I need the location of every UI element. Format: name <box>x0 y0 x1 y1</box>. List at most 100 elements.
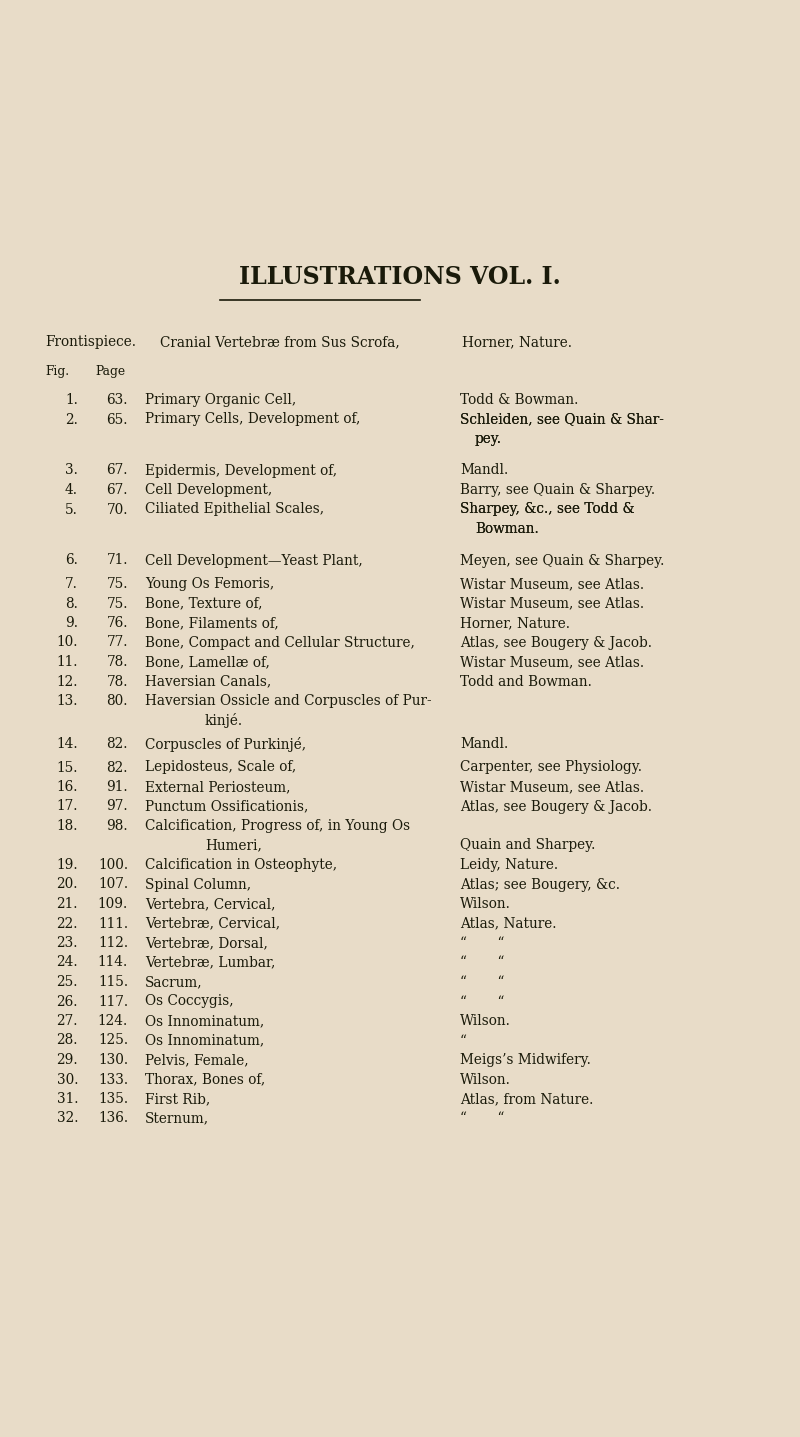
Text: Wistar Museum, see Atlas.: Wistar Museum, see Atlas. <box>460 655 644 670</box>
Text: 13.: 13. <box>57 694 78 708</box>
Text: Bone, Lamellæ of,: Bone, Lamellæ of, <box>145 655 270 670</box>
Text: Pelvis, Female,: Pelvis, Female, <box>145 1053 249 1068</box>
Text: Spinal Column,: Spinal Column, <box>145 878 251 891</box>
Text: 21.: 21. <box>57 897 78 911</box>
Text: pey.: pey. <box>475 433 502 445</box>
Text: 5.: 5. <box>65 503 78 516</box>
Text: 4.: 4. <box>65 483 78 497</box>
Text: Mandl.: Mandl. <box>460 737 508 752</box>
Text: Horner, Nature.: Horner, Nature. <box>462 335 572 349</box>
Text: Os Coccygis,: Os Coccygis, <box>145 994 234 1009</box>
Text: Os Innominatum,: Os Innominatum, <box>145 1033 264 1048</box>
Text: Bone, Texture of,: Bone, Texture of, <box>145 596 262 611</box>
Text: External Periosteum,: External Periosteum, <box>145 780 290 795</box>
Text: Punctum Ossificationis,: Punctum Ossificationis, <box>145 799 308 813</box>
Text: 9.: 9. <box>65 616 78 629</box>
Text: pey.: pey. <box>475 433 502 445</box>
Text: 14.: 14. <box>56 737 78 752</box>
Text: Vertebræ, Lumbar,: Vertebræ, Lumbar, <box>145 956 275 970</box>
Text: 97.: 97. <box>106 799 128 813</box>
Text: 10.: 10. <box>57 635 78 650</box>
Text: 23.: 23. <box>57 935 78 950</box>
Text: Bone, Filaments of,: Bone, Filaments of, <box>145 616 278 629</box>
Text: Primary Cells, Development of,: Primary Cells, Development of, <box>145 412 360 427</box>
Text: 71.: 71. <box>106 553 128 568</box>
Text: 78.: 78. <box>106 655 128 670</box>
Text: 11.: 11. <box>57 655 78 670</box>
Text: Sharpey, &c., see Todd &: Sharpey, &c., see Todd & <box>460 503 634 516</box>
Text: Vertebræ, Dorsal,: Vertebræ, Dorsal, <box>145 935 268 950</box>
Text: 107.: 107. <box>98 878 128 891</box>
Text: 70.: 70. <box>106 503 128 516</box>
Text: 19.: 19. <box>56 858 78 872</box>
Text: Carpenter, see Physiology.: Carpenter, see Physiology. <box>460 760 642 775</box>
Text: 15.: 15. <box>57 760 78 775</box>
Text: 25.: 25. <box>57 974 78 989</box>
Text: 112.: 112. <box>98 935 128 950</box>
Text: 12.: 12. <box>57 674 78 688</box>
Text: 7.: 7. <box>65 578 78 591</box>
Text: Calcification in Osteophyte,: Calcification in Osteophyte, <box>145 858 337 872</box>
Text: Meigs’s Midwifery.: Meigs’s Midwifery. <box>460 1053 591 1068</box>
Text: Cell Development,: Cell Development, <box>145 483 272 497</box>
Text: Cell Development—Yeast Plant,: Cell Development—Yeast Plant, <box>145 553 362 568</box>
Text: Bone, Compact and Cellular Structure,: Bone, Compact and Cellular Structure, <box>145 635 415 650</box>
Text: Mandl.: Mandl. <box>460 464 508 477</box>
Text: Atlas; see Bougery, &c.: Atlas; see Bougery, &c. <box>460 878 620 891</box>
Text: 31.: 31. <box>57 1092 78 1106</box>
Text: 3.: 3. <box>65 464 78 477</box>
Text: “       “: “ “ <box>460 974 504 989</box>
Text: 1.: 1. <box>65 392 78 407</box>
Text: Wistar Museum, see Atlas.: Wistar Museum, see Atlas. <box>460 780 644 795</box>
Text: “       “: “ “ <box>460 994 504 1009</box>
Text: 117.: 117. <box>98 994 128 1009</box>
Text: 124.: 124. <box>98 1015 128 1027</box>
Text: Atlas, from Nature.: Atlas, from Nature. <box>460 1092 594 1106</box>
Text: Wilson.: Wilson. <box>460 1072 511 1086</box>
Text: 20.: 20. <box>57 878 78 891</box>
Text: Leidy, Nature.: Leidy, Nature. <box>460 858 558 872</box>
Text: Cranial Vertebræ from Sus Scrofa,: Cranial Vertebræ from Sus Scrofa, <box>160 335 400 349</box>
Text: 82.: 82. <box>106 737 128 752</box>
Text: 80.: 80. <box>106 694 128 708</box>
Text: Haversian Canals,: Haversian Canals, <box>145 674 271 688</box>
Text: Fig.: Fig. <box>45 365 69 378</box>
Text: Sacrum,: Sacrum, <box>145 974 202 989</box>
Text: 76.: 76. <box>106 616 128 629</box>
Text: Sternum,: Sternum, <box>145 1111 209 1125</box>
Text: 98.: 98. <box>106 819 128 833</box>
Text: 2.: 2. <box>65 412 78 427</box>
Text: 27.: 27. <box>57 1015 78 1027</box>
Text: Ciliated Epithelial Scales,: Ciliated Epithelial Scales, <box>145 503 324 516</box>
Text: Atlas, see Bougery & Jacob.: Atlas, see Bougery & Jacob. <box>460 799 652 813</box>
Text: Os Innominatum,: Os Innominatum, <box>145 1015 264 1027</box>
Text: “: “ <box>460 1033 467 1048</box>
Text: 78.: 78. <box>106 674 128 688</box>
Text: 130.: 130. <box>98 1053 128 1068</box>
Text: “       “: “ “ <box>460 956 504 970</box>
Text: Wilson.: Wilson. <box>460 897 511 911</box>
Text: Wistar Museum, see Atlas.: Wistar Museum, see Atlas. <box>460 596 644 611</box>
Text: Horner, Nature.: Horner, Nature. <box>460 616 570 629</box>
Text: First Rib,: First Rib, <box>145 1092 210 1106</box>
Text: 24.: 24. <box>56 956 78 970</box>
Text: 91.: 91. <box>106 780 128 795</box>
Text: 6.: 6. <box>65 553 78 568</box>
Text: Atlas, see Bougery & Jacob.: Atlas, see Bougery & Jacob. <box>460 635 652 650</box>
Text: 135.: 135. <box>98 1092 128 1106</box>
Text: Quain and Sharpey.: Quain and Sharpey. <box>460 839 595 852</box>
Text: 22.: 22. <box>57 917 78 931</box>
Text: kinjé.: kinjé. <box>205 714 243 729</box>
Text: Vertebræ, Cervical,: Vertebræ, Cervical, <box>145 917 280 931</box>
Text: Schleiden, see Quain & Shar-: Schleiden, see Quain & Shar- <box>460 412 664 427</box>
Text: 109.: 109. <box>98 897 128 911</box>
Text: 115.: 115. <box>98 974 128 989</box>
Text: 136.: 136. <box>98 1111 128 1125</box>
Text: 65.: 65. <box>106 412 128 427</box>
Text: Primary Organic Cell,: Primary Organic Cell, <box>145 392 296 407</box>
Text: 28.: 28. <box>57 1033 78 1048</box>
Text: 32.: 32. <box>57 1111 78 1125</box>
Text: Barry, see Quain & Sharpey.: Barry, see Quain & Sharpey. <box>460 483 655 497</box>
Text: 111.: 111. <box>98 917 128 931</box>
Text: Bowman.: Bowman. <box>475 522 538 536</box>
